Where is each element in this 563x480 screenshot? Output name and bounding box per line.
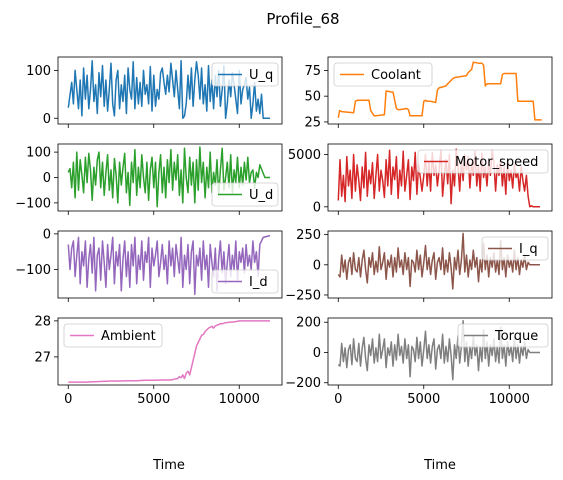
axes-frame: [57, 56, 283, 125]
x-tick-label: 0: [64, 392, 72, 407]
subplot-motor-speed: 0 5000 Motor_speed: [288, 143, 553, 215]
legend-box: [211, 62, 279, 87]
subplot-u-q: 0 100 U_q: [26, 56, 283, 128]
x-tick-label: 10000: [489, 392, 530, 407]
legend-box: [417, 149, 549, 174]
axes-frame: [57, 230, 283, 299]
axes-frame: [327, 143, 553, 212]
y-tick-label: −100: [15, 263, 51, 278]
y-tick-label: 28: [34, 314, 51, 329]
legend: Ambient: [63, 323, 163, 348]
series-line-u-q: [67, 60, 270, 120]
legend: I_d: [211, 269, 279, 294]
y-tick-label: 0: [43, 227, 51, 242]
y-tick-label: 100: [26, 146, 51, 161]
legend: U_d: [211, 182, 279, 207]
legend-label: U_q: [249, 68, 273, 83]
y-tick-label: 0: [313, 346, 321, 361]
y-tick-label: 75: [304, 64, 321, 79]
subplot-coolant: 25 50 75 Coolant: [304, 56, 553, 130]
legend-label: Coolant: [371, 68, 421, 83]
legend-label: Motor_speed: [455, 155, 538, 170]
axes-frame: [57, 317, 283, 386]
legend: Motor_speed: [417, 149, 549, 174]
y-tick-label: −250: [285, 288, 321, 303]
legend-box: [457, 323, 549, 348]
axes-frame: [327, 317, 553, 386]
legend-label: Torque: [494, 329, 538, 344]
x-tick-label: 5000: [407, 392, 440, 407]
legend-label: Ambient: [101, 329, 156, 344]
x-tick-label: 5000: [137, 392, 170, 407]
chart-title: Profile_68: [266, 10, 339, 29]
legend-box: [63, 323, 163, 348]
legend-box: [211, 182, 279, 207]
series-line-coolant: [337, 61, 542, 121]
y-tick-label: 0: [43, 171, 51, 186]
subplot-ambient: 27 28 0 5000 10000 Ambient: [34, 314, 283, 407]
y-tick-label: 200: [296, 316, 321, 331]
x-tick-label: 0: [334, 392, 342, 407]
legend-box: [211, 269, 279, 294]
y-tick-label: 250: [296, 228, 321, 243]
y-tick-label: 0: [43, 112, 51, 127]
x-axis-label-left: Time: [152, 458, 185, 473]
y-tick-label: 25: [304, 115, 321, 130]
subplot-grid: 0 100 U_q 25 50 75 Coolant −100 0 100 U_d 0 5000 Moto…: [15, 56, 553, 407]
legend-label: U_d: [249, 188, 273, 203]
legend: I_q: [481, 236, 549, 261]
y-tick-label: 27: [34, 350, 51, 365]
subplot-u-d: −100 0 100 U_d: [15, 143, 283, 215]
legend-label: I_q: [519, 242, 538, 257]
legend-box: [333, 62, 433, 87]
subplot-torque: −200 0 200 0 5000 10000 Torque: [285, 316, 553, 407]
subplot-i-d: −100 0 I_d: [15, 227, 283, 302]
y-tick-label: 100: [26, 64, 51, 79]
y-tick-label: −100: [15, 196, 51, 211]
series-line-u-d: [67, 146, 270, 208]
y-tick-label: −200: [285, 376, 321, 391]
legend-label: I_d: [249, 275, 268, 290]
legend-box: [481, 236, 549, 261]
y-tick-label: 50: [304, 90, 321, 105]
y-tick-label: 0: [313, 258, 321, 273]
legend: Torque: [457, 323, 549, 348]
legend: U_q: [211, 62, 279, 87]
series-line-ambient: [68, 320, 270, 383]
subplot-i-q: −250 0 250 I_q: [285, 228, 553, 303]
axes-frame: [327, 56, 553, 125]
legend: Coolant: [333, 62, 433, 87]
y-tick-label: 5000: [288, 148, 321, 163]
y-tick-label: 0: [313, 200, 321, 215]
x-tick-label: 10000: [219, 392, 260, 407]
x-axis-label-right: Time: [423, 458, 456, 473]
